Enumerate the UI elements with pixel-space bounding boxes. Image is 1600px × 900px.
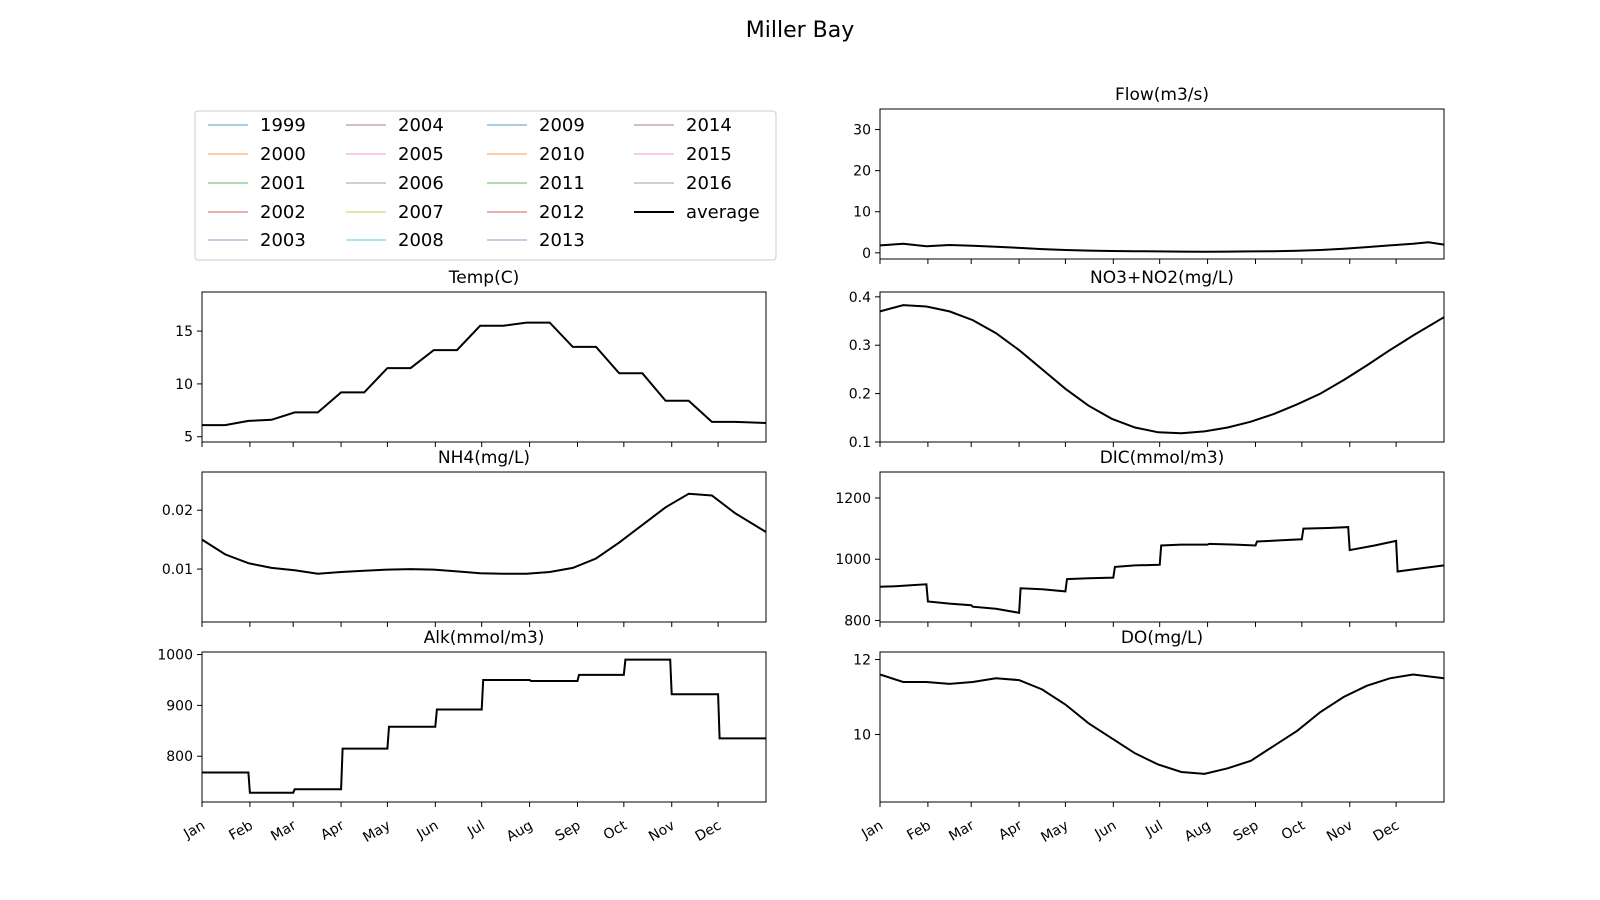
x-tick-label: Sep	[1231, 818, 1262, 845]
legend-label: 2003	[260, 230, 306, 251]
x-tick-label: Oct	[1279, 817, 1308, 843]
x-tick-label: Nov	[1324, 818, 1356, 846]
y-tick-label: 30	[853, 123, 871, 139]
panel-4: DIC(mmol/m3) 800 1000 1200	[835, 448, 1445, 629]
series-line-average	[879, 673, 1445, 775]
figure-title: Miller Bay	[746, 18, 855, 43]
x-tick-label: Sep	[553, 818, 584, 845]
panel-1: Flow(m3/s) 0 10 20 30	[853, 85, 1445, 264]
y-tick-label: 10	[853, 205, 871, 221]
y-tick-label: 20	[853, 164, 871, 180]
legend-label: 2010	[539, 144, 585, 165]
x-tick-label: Apr	[318, 817, 347, 843]
legend-label: 2002	[260, 202, 306, 223]
y-tick-label: 900	[166, 698, 193, 714]
y-tick-label: 5	[184, 430, 193, 446]
y-tick-label: 12	[853, 653, 871, 669]
axes-frame	[879, 108, 1445, 260]
panel-title: NO3+NO2(mg/L)	[1090, 268, 1234, 288]
y-tick-label: 15	[175, 324, 193, 340]
y-tick-label: 0.01	[162, 562, 193, 578]
legend-frame	[194, 110, 777, 261]
panel-2: NO3+NO2(mg/L) 0.1 0.2 0.3 0.4	[849, 268, 1445, 451]
axes-frame	[201, 291, 767, 443]
x-tick-label: Jan	[180, 818, 208, 843]
y-tick-label: 800	[844, 613, 871, 629]
x-tick-label: Mar	[946, 817, 977, 844]
x-tick-label: Mar	[268, 817, 299, 844]
legend-label: 1999	[260, 115, 306, 136]
x-tick-label: Feb	[226, 818, 256, 844]
axes-frame	[879, 471, 1445, 623]
x-tick-label: Jun	[1092, 818, 1120, 843]
panel-3: NH4(mg/L) 0.01 0.02	[162, 448, 767, 627]
panel-title: DIC(mmol/m3)	[1100, 448, 1225, 468]
series-line-average	[202, 658, 766, 794]
y-tick-label: 0.02	[162, 503, 193, 519]
y-tick-label: 800	[166, 749, 193, 765]
y-tick-label: 1000	[835, 552, 871, 568]
x-tick-label: Aug	[1182, 818, 1214, 846]
x-tick-label: Jul	[1142, 818, 1166, 841]
legend-label: 2007	[398, 202, 444, 223]
x-tick-label: Nov	[646, 818, 678, 846]
x-tick-label: Feb	[904, 818, 934, 844]
x-tick-label: Dec	[1371, 818, 1402, 845]
panels: Temp(C) 5 10 15 Flow(m3/s) 0 10 20 30 NO3+NO2(mg/…	[157, 85, 1445, 846]
x-tick-label: Jul	[464, 818, 488, 841]
series-line-average	[879, 526, 1445, 614]
y-tick-label: 1200	[835, 491, 871, 507]
panel-title: DO(mg/L)	[1121, 628, 1203, 648]
axes-frame	[201, 651, 767, 803]
x-tick-label: Aug	[504, 818, 536, 846]
legend-label: 2008	[398, 230, 444, 251]
legend-label: 2004	[398, 115, 444, 136]
y-tick-label: 1000	[157, 648, 193, 664]
y-tick-label: 0	[862, 246, 871, 262]
axes-frame	[201, 471, 767, 623]
legend-label: 2009	[539, 115, 585, 136]
x-tick-label: Jan	[858, 818, 886, 843]
panel-6: DO(mg/L) 10 12 Jan Feb Mar Apr May Jun Jul Aug Sep O…	[853, 628, 1445, 846]
axes-frame	[879, 651, 1445, 803]
legend-label: 2001	[260, 173, 306, 194]
legend-label: 2005	[398, 144, 444, 165]
legend-label: 2013	[539, 230, 585, 251]
series-line-average	[201, 492, 767, 575]
legend-label: average	[686, 202, 760, 223]
panel-0: Temp(C) 5 10 15	[175, 268, 767, 447]
series-line-average	[202, 321, 767, 427]
y-tick-label: 0.1	[849, 435, 871, 451]
y-tick-label: 10	[175, 377, 193, 393]
legend-label: 2012	[539, 202, 585, 223]
series-line-average	[879, 241, 1445, 253]
axes-frame	[879, 291, 1445, 443]
x-tick-label: Dec	[693, 818, 724, 845]
legend-label: 2006	[398, 173, 444, 194]
x-tick-label: May	[360, 818, 393, 846]
x-tick-label: Oct	[601, 817, 630, 843]
legend-label: 2015	[686, 144, 732, 165]
y-tick-label: 10	[853, 728, 871, 744]
x-tick-label: Apr	[996, 817, 1025, 843]
legend: 1999 2000 2001 2002 2003 2004 2005 2006 2007 2008…	[194, 110, 777, 261]
panel-title: Flow(m3/s)	[1115, 85, 1209, 105]
y-tick-label: 0.4	[849, 290, 871, 306]
panel-5: Alk(mmol/m3) 800 900 1000 Jan Feb Mar Apr May Jun…	[157, 628, 767, 846]
x-tick-label: May	[1038, 818, 1071, 846]
panel-title: Alk(mmol/m3)	[424, 628, 545, 648]
legend-label: 2014	[686, 115, 732, 136]
legend-label: 2000	[260, 144, 306, 165]
y-tick-label: 0.3	[849, 338, 871, 354]
panel-title: Temp(C)	[448, 268, 519, 288]
y-tick-label: 0.2	[849, 387, 871, 403]
legend-label: 2011	[539, 173, 585, 194]
legend-label: 2016	[686, 173, 732, 194]
x-tick-label: Jun	[414, 818, 442, 843]
panel-title: NH4(mg/L)	[438, 448, 530, 468]
series-line-average	[879, 304, 1445, 435]
